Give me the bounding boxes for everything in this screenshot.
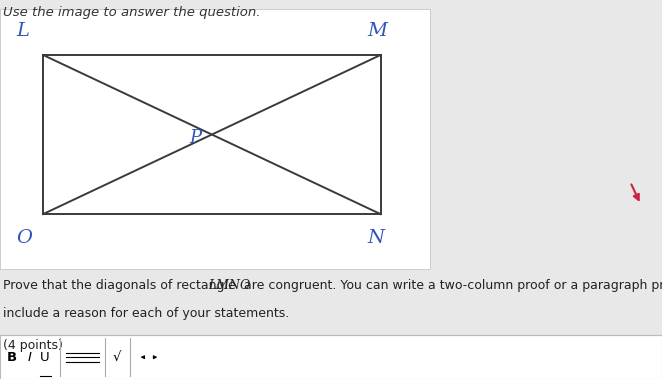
FancyBboxPatch shape	[0, 9, 430, 269]
Text: N: N	[367, 229, 385, 247]
Text: Prove that the diagonals of rectangle: Prove that the diagonals of rectangle	[3, 279, 240, 291]
Text: B: B	[7, 351, 17, 364]
Text: (4 points): (4 points)	[3, 339, 63, 352]
Text: √: √	[113, 351, 121, 364]
Text: L: L	[17, 22, 30, 40]
Text: are congruent. You can write a two-column proof or a paragraph proof, but be sur: are congruent. You can write a two-colum…	[240, 279, 662, 291]
Text: include a reason for each of your statements.: include a reason for each of your statem…	[3, 307, 289, 320]
Text: P: P	[189, 129, 201, 147]
FancyBboxPatch shape	[0, 335, 662, 379]
Text: Use the image to answer the question.: Use the image to answer the question.	[3, 6, 261, 19]
Text: U: U	[40, 351, 50, 364]
Text: M: M	[367, 22, 387, 40]
Text: LMNO: LMNO	[209, 279, 251, 291]
Text: I: I	[27, 351, 31, 364]
Text: O: O	[17, 229, 32, 247]
